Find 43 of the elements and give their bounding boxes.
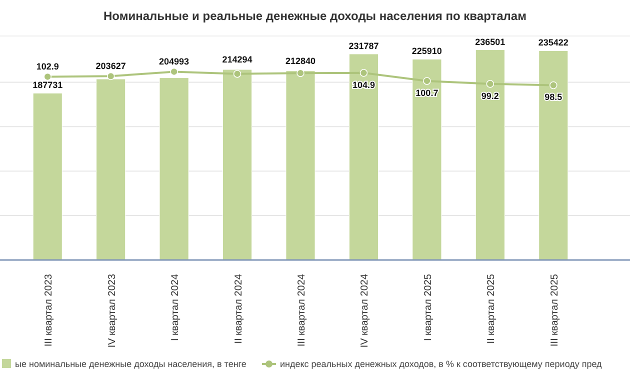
point (296, 69, 304, 77)
data-label: 214294 (222, 54, 252, 65)
data-label: 225910 (412, 46, 442, 56)
x-tick-label: IV квартал 2023 (106, 274, 118, 348)
chart-title: Номинальные и реальные денежные доходы населения по кварталам (104, 9, 527, 23)
x-tick-label: I квартал 2024 (170, 274, 182, 341)
point (170, 68, 178, 76)
point (360, 68, 368, 77)
data-label: 104.9 (352, 80, 375, 90)
data-label: 187731 (32, 80, 63, 90)
point (233, 70, 242, 78)
point (486, 80, 494, 88)
x-tick-label: II квартал 2024 (233, 274, 244, 344)
x-tick-label: III квартал 2024 (296, 274, 308, 346)
bar (32, 92, 62, 260)
data-label: 231787 (348, 40, 379, 51)
point (549, 81, 558, 90)
x-tick-label: III квартал 2023 (44, 274, 55, 346)
data-label: 204993 (159, 56, 190, 67)
x-tick-label: IV квартал 2024 (360, 274, 371, 348)
x-tick-label: II квартал 2025 (486, 274, 498, 344)
bar (159, 78, 189, 260)
x-tick-label: I квартал 2025 (422, 274, 434, 341)
bar (286, 70, 316, 260)
data-label: 100.7 (416, 88, 438, 98)
data-label: 102.9 (36, 62, 59, 72)
x-tick-label: III квартал 2025 (549, 274, 560, 346)
bar (222, 69, 252, 260)
bar (538, 50, 568, 260)
point (44, 72, 52, 81)
legend-label: ые номинальные денежные доходы населения, в тенге (15, 359, 246, 369)
bar (475, 50, 505, 260)
data-label: 98.5 (544, 92, 562, 102)
data-label: 212840 (285, 56, 316, 66)
data-label: 203627 (96, 61, 126, 72)
bar (348, 54, 379, 260)
bar (412, 58, 442, 260)
data-label: 235422 (538, 38, 568, 48)
legend-label: индекс реальных денежных доходов, в % к соответствующему периоду пред (280, 359, 603, 369)
point (423, 77, 431, 85)
point (106, 72, 115, 80)
data-label: 99.2 (481, 90, 499, 101)
data-label: 236501 (475, 36, 506, 47)
